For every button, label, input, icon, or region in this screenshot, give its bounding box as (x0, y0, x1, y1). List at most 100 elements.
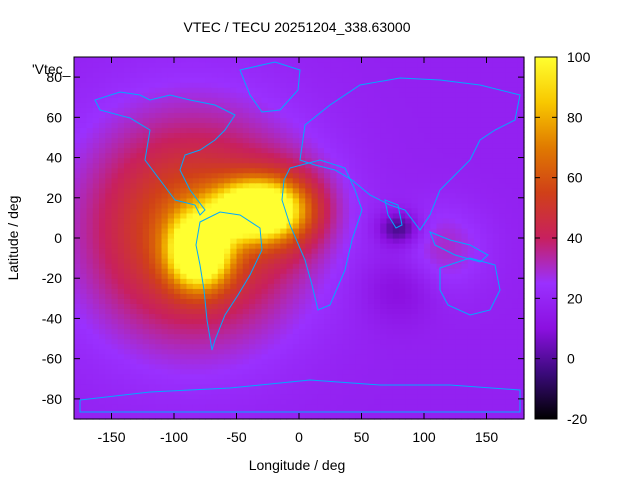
heatmap-cell (492, 353, 500, 360)
heatmap-cell (167, 172, 175, 179)
heatmap-cell (342, 232, 350, 239)
heatmap-cell (286, 217, 294, 224)
heatmap-cell (480, 197, 488, 204)
heatmap-cell (199, 323, 206, 330)
heatmap-cell (117, 298, 125, 304)
heatmap-cell (174, 82, 181, 88)
heatmap-cell (180, 353, 188, 360)
heatmap-cell (111, 343, 119, 350)
heatmap-cell (317, 182, 325, 189)
heatmap-cell (380, 383, 388, 390)
heatmap-cell (480, 338, 488, 345)
heatmap-cell (242, 313, 250, 320)
heatmap-cell (274, 142, 281, 149)
heatmap-cell (86, 227, 94, 234)
heatmap-cell (192, 343, 200, 350)
heatmap-cell (442, 132, 450, 139)
heatmap-cell (361, 253, 369, 259)
heatmap-cell (161, 217, 169, 224)
heatmap-cell (461, 273, 469, 279)
heatmap-cell (167, 77, 175, 83)
heatmap-cell (192, 97, 200, 103)
heatmap-cell (505, 373, 513, 380)
heatmap-cell (317, 207, 325, 214)
heatmap-cell (224, 102, 231, 108)
heatmap-cell (424, 353, 431, 360)
heatmap-cell (367, 238, 375, 244)
heatmap-cell (105, 398, 113, 405)
heatmap-cell (336, 227, 344, 234)
heatmap-cell (449, 127, 456, 134)
heatmap-cell (136, 373, 144, 380)
heatmap-cell (167, 157, 175, 164)
heatmap-cell (236, 102, 244, 108)
heatmap-cell (392, 248, 400, 254)
heatmap-cell (424, 227, 431, 234)
heatmap-cell (442, 363, 450, 370)
heatmap-cell (192, 258, 200, 264)
heatmap-cell (380, 238, 388, 244)
heatmap-cell (405, 378, 413, 385)
heatmap-cell (230, 112, 238, 118)
heatmap-cell (349, 122, 356, 128)
heatmap-cell (255, 122, 263, 128)
heatmap-cell (149, 102, 156, 108)
heatmap-cell (511, 303, 519, 309)
heatmap-cell (261, 87, 269, 93)
heatmap-cell (505, 338, 513, 345)
heatmap-cell (124, 152, 131, 159)
heatmap-cell (286, 147, 294, 154)
heatmap-cell (317, 293, 325, 299)
heatmap-cell (480, 97, 488, 103)
heatmap-cell (449, 358, 456, 365)
heatmap-cell (467, 77, 475, 83)
heatmap-cell (492, 373, 500, 380)
heatmap-cell (461, 323, 469, 330)
heatmap-cell (280, 137, 288, 144)
heatmap-cell (217, 343, 225, 350)
heatmap-cell (305, 293, 313, 299)
heatmap-cell (155, 283, 163, 289)
heatmap-cell (361, 398, 369, 405)
heatmap-cell (455, 197, 463, 204)
heatmap-cell (99, 127, 106, 134)
heatmap-cell (430, 107, 438, 113)
heatmap-cell (499, 167, 506, 174)
heatmap-cell (255, 157, 263, 164)
heatmap-cell (80, 162, 88, 169)
heatmap-cell (449, 388, 456, 395)
heatmap-cell (436, 398, 444, 405)
heatmap-cell (211, 258, 219, 264)
heatmap-cell (186, 172, 194, 179)
heatmap-cell (149, 243, 156, 249)
heatmap-cell (380, 187, 388, 194)
heatmap-cell (255, 268, 263, 274)
heatmap-cell (299, 403, 306, 410)
heatmap-cell (467, 192, 475, 199)
heatmap-cell (505, 97, 513, 103)
heatmap-cell (155, 398, 163, 405)
heatmap-cell (499, 92, 506, 98)
heatmap-cell (361, 263, 369, 269)
heatmap-cell (205, 162, 213, 169)
heatmap-cell (161, 67, 169, 73)
heatmap-cell (149, 333, 156, 340)
heatmap-cell (274, 308, 281, 315)
heatmap-cell (505, 222, 513, 229)
heatmap-cell (417, 72, 425, 78)
heatmap-cell (317, 72, 325, 78)
heatmap-cell (336, 348, 344, 355)
heatmap-cell (136, 177, 144, 184)
heatmap-cell (467, 313, 475, 320)
heatmap-cell (149, 238, 156, 244)
heatmap-cell (149, 258, 156, 264)
heatmap-cell (374, 102, 381, 108)
heatmap-cells (74, 57, 525, 420)
heatmap-cell (480, 127, 488, 134)
heatmap-cell (249, 97, 256, 103)
heatmap-cell (324, 167, 331, 174)
heatmap-cell (86, 182, 94, 189)
heatmap-cell (474, 413, 481, 420)
heatmap-cell (405, 413, 413, 420)
heatmap-cell (405, 388, 413, 395)
